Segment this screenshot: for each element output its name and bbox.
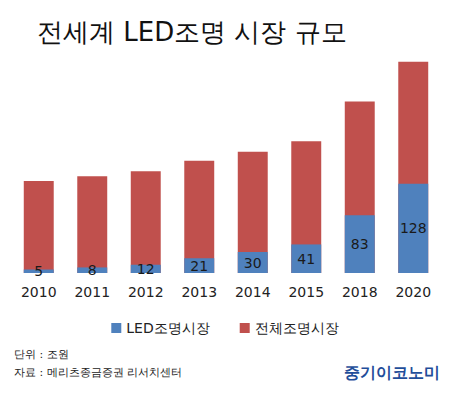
svg-text:5: 5 xyxy=(34,263,43,279)
svg-text:2018: 2018 xyxy=(342,284,378,300)
svg-text:2015: 2015 xyxy=(288,284,324,300)
svg-text:전체조명시장: 전체조명시장 xyxy=(255,320,339,336)
svg-text:단위 : 조원: 단위 : 조원 xyxy=(14,348,69,361)
svg-text:128: 128 xyxy=(400,220,427,236)
svg-text:2011: 2011 xyxy=(74,284,110,300)
svg-text:21: 21 xyxy=(190,258,208,274)
svg-text:2010: 2010 xyxy=(21,284,57,300)
svg-text:2013: 2013 xyxy=(181,284,217,300)
svg-text:2020: 2020 xyxy=(395,284,431,300)
svg-text:41: 41 xyxy=(297,251,315,267)
svg-text:2012: 2012 xyxy=(128,284,164,300)
svg-text:자료 : 메리츠종금증권 리서치센터: 자료 : 메리츠종금증권 리서치센터 xyxy=(14,366,182,379)
svg-text:전세계 LED조명 시장 규모: 전세계 LED조명 시장 규모 xyxy=(37,17,347,47)
svg-text:30: 30 xyxy=(244,255,262,271)
svg-text:LED조명시장: LED조명시장 xyxy=(126,320,209,336)
svg-text:83: 83 xyxy=(351,236,369,252)
svg-text:중기이코노미: 중기이코노미 xyxy=(344,363,440,382)
svg-text:2014: 2014 xyxy=(235,284,271,300)
svg-text:12: 12 xyxy=(137,261,155,277)
svg-text:8: 8 xyxy=(88,262,97,278)
